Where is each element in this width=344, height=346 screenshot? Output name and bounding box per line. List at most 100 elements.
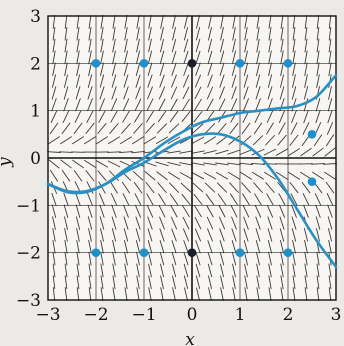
slope-segment [52, 62, 56, 77]
slope-segment [146, 193, 154, 206]
slope-segment [219, 228, 225, 242]
slope-segment [314, 122, 322, 135]
slope-segment [254, 193, 262, 206]
slope-segment [280, 239, 284, 254]
slope-segment [243, 62, 249, 76]
slope-segment [243, 98, 249, 112]
slope-segment [291, 228, 297, 242]
slope-segment [76, 228, 80, 242]
slope-segment [110, 193, 118, 206]
slope-segment [232, 26, 236, 41]
slope-segment [172, 287, 176, 301]
slope-segment [183, 228, 189, 242]
slope-segment [64, 50, 68, 65]
slope-segment [220, 26, 224, 41]
slope-segment [169, 182, 179, 193]
slope-segment [243, 216, 249, 230]
slope-segment [136, 287, 140, 301]
slope-segment [230, 193, 238, 206]
slope-segment [230, 98, 238, 112]
slope-segment [280, 275, 284, 290]
slope-segment [146, 204, 154, 218]
data-point [283, 59, 293, 68]
slope-segment [122, 193, 130, 206]
slope-segment [316, 50, 320, 65]
y-tick-label: 0 [30, 149, 41, 169]
slope-segment [324, 171, 336, 180]
slope-segment [219, 240, 225, 254]
slope-segment [206, 86, 214, 100]
slope-segment [255, 86, 261, 100]
slope-segment [316, 275, 320, 290]
slope-segment [59, 151, 73, 153]
slope-segment [207, 50, 213, 65]
slope-segment [304, 38, 308, 53]
slope-segment [207, 62, 213, 76]
slope-segment [167, 150, 181, 154]
slope-segment [52, 26, 56, 41]
slope-segment [136, 38, 140, 53]
slope-segment [256, 62, 260, 77]
slope-segment [312, 147, 324, 157]
slope-segment [252, 171, 264, 180]
slope-segment [303, 204, 309, 218]
slope-segment [208, 275, 212, 290]
slope-segment [242, 204, 250, 218]
slope-segment [147, 228, 153, 242]
slope-segment [64, 275, 68, 290]
slope-segment [98, 181, 106, 194]
y-axis-title: y [0, 157, 15, 168]
data-point [235, 59, 245, 68]
solution-curves [46, 73, 338, 269]
slope-segment [100, 263, 104, 278]
slope-segment [148, 263, 152, 278]
slope-segment [268, 15, 272, 29]
slope-segment [256, 15, 260, 29]
slope-segment [278, 193, 286, 206]
slope-segment [204, 136, 216, 145]
data-point [307, 177, 317, 186]
slope-segment [254, 204, 262, 218]
slope-segment [300, 147, 312, 157]
slope-segment [292, 263, 296, 278]
slope-segment [109, 170, 119, 181]
slope-segment [239, 149, 253, 155]
slope-segment [147, 50, 153, 65]
slope-segment [88, 228, 92, 242]
slope-segment [100, 38, 104, 53]
slope-segment [159, 216, 165, 230]
slope-segment [169, 110, 179, 123]
slope-segment [100, 62, 104, 77]
x-tick-label: −2 [83, 305, 108, 325]
slope-segment [88, 239, 92, 254]
slope-segment [242, 193, 250, 206]
slope-segment [158, 98, 166, 111]
slope-segment [325, 134, 335, 147]
slope-segment [84, 159, 96, 168]
slope-segment [136, 275, 140, 290]
slope-segment [48, 136, 60, 145]
slope-segment [276, 171, 288, 180]
slope-segment [275, 148, 289, 156]
slope-segment [73, 122, 83, 135]
slope-segment [244, 50, 248, 65]
slope-segment [323, 163, 337, 165]
slope-segment [195, 240, 201, 254]
slope-segment [252, 135, 264, 146]
slope-segment [279, 228, 285, 242]
slope-segment [243, 86, 249, 100]
slope-segment [135, 240, 141, 254]
slope-segment [184, 287, 188, 301]
slope-segment [228, 135, 240, 145]
slope-segment [291, 86, 297, 100]
slope-segment [52, 228, 56, 242]
slope-segment [292, 287, 296, 301]
data-point [139, 59, 149, 68]
slope-segment [76, 50, 80, 65]
slope-segment [124, 251, 128, 266]
slope-segment [184, 15, 188, 29]
slope-segment [51, 98, 57, 112]
slope-segment [110, 110, 118, 123]
slope-segment [196, 287, 200, 301]
slope-segment [244, 38, 248, 53]
